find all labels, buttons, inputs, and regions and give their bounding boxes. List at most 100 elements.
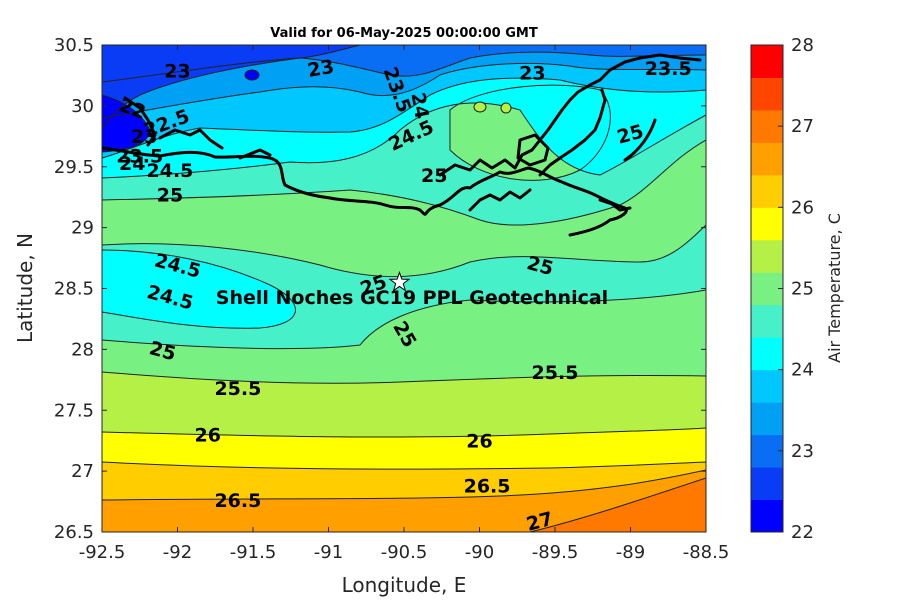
y-axis-title: Latitude, N xyxy=(13,233,37,343)
colorbar-swatch xyxy=(751,239,783,273)
contour-label: 26.5 xyxy=(464,475,511,497)
warm-spot xyxy=(473,101,487,113)
contour-label: 23 xyxy=(519,63,545,85)
colorbar-tick-label: 23 xyxy=(791,441,814,462)
colorbar-swatch xyxy=(751,109,783,143)
isoline-24.5-upper xyxy=(102,102,706,179)
colorbar-swatch xyxy=(751,174,783,208)
y-tick-label: 27.5 xyxy=(54,400,94,421)
contour-lines xyxy=(102,45,706,532)
contour-label: 23 xyxy=(131,126,157,148)
colorbar-swatch xyxy=(751,77,783,111)
contour-label: 26 xyxy=(194,424,220,446)
isoline-24.5-west xyxy=(102,249,296,329)
colorbar-swatch xyxy=(751,369,783,403)
isoline-26.5 xyxy=(102,461,706,470)
isoline-26 xyxy=(102,427,706,438)
contour-label: 25 xyxy=(421,165,447,187)
site-label: Shell Noches GC19 PPL Geotechnical xyxy=(216,287,608,309)
band-below-22 xyxy=(102,95,150,152)
map-title: Valid for 06-May-2025 00:00:00 GMT xyxy=(270,26,538,41)
x-axis-title: Longitude, E xyxy=(342,573,467,597)
star-icon[interactable] xyxy=(388,270,411,292)
y-tick-label: 28 xyxy=(71,339,94,360)
colorbar-swatch xyxy=(751,434,783,468)
isoline-27.5 xyxy=(529,477,706,532)
isoline-22.5 xyxy=(102,45,361,129)
contour-label: 24.5 xyxy=(147,160,194,182)
colorbar-swatch xyxy=(751,499,783,533)
coastline-chandeleur xyxy=(598,118,657,212)
y-tick-label: 30 xyxy=(71,96,94,117)
isoline-25-north xyxy=(102,224,706,278)
colorbar-swatch xyxy=(751,402,783,436)
isoline-25.5-south xyxy=(102,371,706,384)
contour-label: 23.5 xyxy=(116,146,163,168)
colorbar-tick-label: 24 xyxy=(791,360,814,381)
y-tick-label: 30.5 xyxy=(54,35,94,56)
colorbar-title: Air Temperature, C xyxy=(825,213,844,363)
colorbar-swatch xyxy=(751,467,783,501)
contour-label: 26.5 xyxy=(214,490,261,512)
y-tick-label: 29.5 xyxy=(54,157,94,178)
isoline-ne-loop xyxy=(449,84,611,181)
contour-label: 25 xyxy=(157,184,183,206)
x-tick-label: -92.5 xyxy=(79,542,126,563)
x-tick-label: -92 xyxy=(163,542,192,563)
x-tick-label: -91.5 xyxy=(230,542,277,563)
site-group: Shell Noches GC19 PPL Geotechnical xyxy=(216,270,608,309)
isoline-23 xyxy=(102,51,706,83)
y-tick-label: 28.5 xyxy=(54,279,94,300)
y-tick-label: 29 xyxy=(71,218,94,239)
coastline-main xyxy=(102,146,628,237)
contour-label: 24 xyxy=(406,91,432,121)
isoline-23.5 xyxy=(102,62,706,119)
contour-label: 25.5 xyxy=(532,362,579,384)
band-27.5-28 xyxy=(530,478,706,532)
isoline-25-south xyxy=(102,289,706,350)
y-axis: 26.5 27 27.5 28 28.5 29 29.5 30 30.5 xyxy=(54,35,706,543)
coastline-lake xyxy=(516,133,550,167)
contour-label: 23.5 xyxy=(645,58,692,80)
colorbar-swatch xyxy=(751,304,783,338)
colorbar-tick-label: 25 xyxy=(791,279,814,300)
band-24-24.5-west xyxy=(102,250,296,329)
isoline-24 xyxy=(102,77,706,159)
colorbar-tick-label: 27 xyxy=(791,116,814,137)
y-tick-label: 27 xyxy=(71,461,94,482)
coastline-islands-west xyxy=(123,96,272,160)
isoline-25-upper xyxy=(102,139,706,226)
x-tick-label: -88.5 xyxy=(683,542,730,563)
x-tick-label: -90.5 xyxy=(381,542,428,563)
isoline-27 xyxy=(102,469,706,501)
colorbar-swatch xyxy=(751,207,783,241)
y-tick-label: 26.5 xyxy=(54,522,94,543)
band-22-22.5 xyxy=(102,45,360,128)
coastline xyxy=(102,53,702,237)
contour-label: 25.5 xyxy=(214,378,261,400)
x-axis: -92.5 -92 -91.5 -91 -90.5 -90 -89.5 -89 -88.5 xyxy=(79,45,730,563)
isoline-cold-spot xyxy=(244,69,260,81)
isoline-22 xyxy=(102,94,151,153)
colorbar-swatch xyxy=(751,45,783,78)
x-tick-label: -90 xyxy=(465,542,494,563)
colorbar-swatch xyxy=(751,272,783,306)
colorbar-swatch xyxy=(751,337,783,371)
colorbar-tick-label: 26 xyxy=(791,197,814,218)
x-tick-label: -89.5 xyxy=(532,542,579,563)
colorbar-tick-label: 28 xyxy=(791,35,814,56)
warm-spot-2 xyxy=(500,102,512,114)
x-tick-label: -91 xyxy=(314,542,343,563)
x-tick-label: -89 xyxy=(616,542,645,563)
coastline-delta xyxy=(438,53,702,212)
colorbar-swatch xyxy=(751,142,783,176)
contour-label: 23 xyxy=(164,60,190,82)
contour-label: 23 xyxy=(306,56,336,82)
contour-label: 26 xyxy=(466,430,492,452)
cold-spot xyxy=(245,70,259,80)
band-27-27.5 xyxy=(102,470,706,532)
colorbar-tick-label: 22 xyxy=(791,522,814,543)
colorbar: 22 23 24 25 26 27 28 xyxy=(750,35,814,543)
